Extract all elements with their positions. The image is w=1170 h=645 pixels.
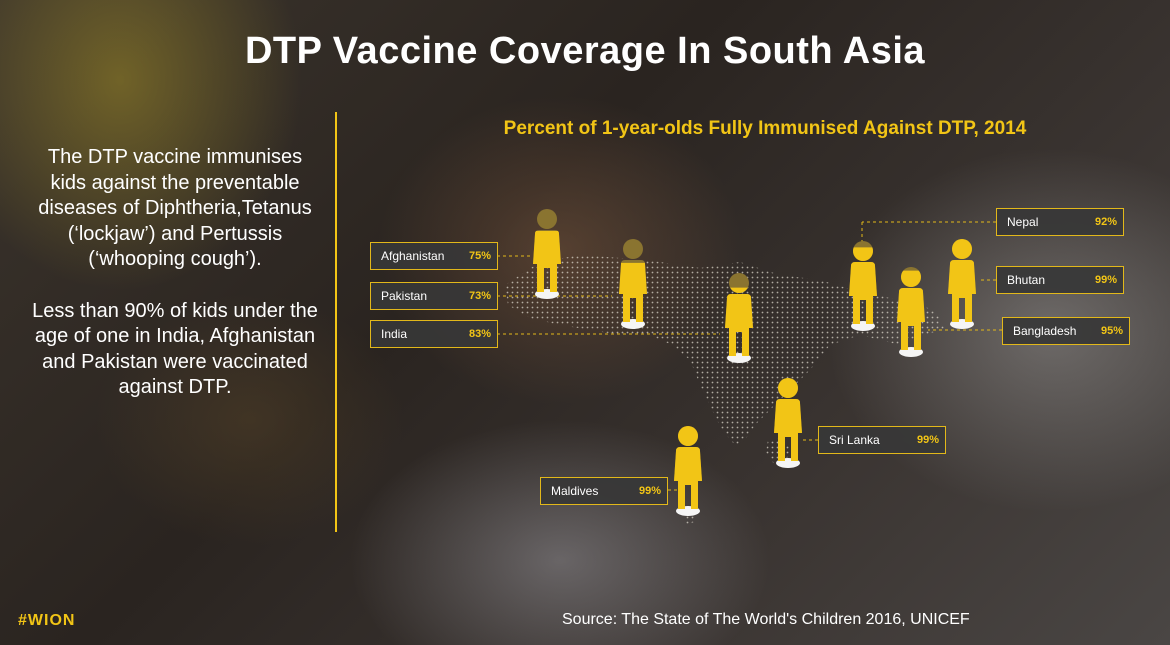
person-icon-maldives <box>674 426 702 516</box>
coverage-value: 83% <box>468 328 491 340</box>
coverage-value: 73% <box>468 290 491 302</box>
page-title: DTP Vaccine Coverage In South Asia <box>244 30 926 72</box>
person-icon-nepal <box>849 241 877 331</box>
coverage-value: 99% <box>1094 274 1117 286</box>
label-india: India 83% <box>370 320 498 348</box>
coverage-value: 92% <box>1094 216 1117 228</box>
coverage-value: 99% <box>916 434 939 446</box>
coverage-value: 99% <box>638 485 661 497</box>
person-icon-pakistan <box>619 239 647 329</box>
source-note: Source: The State of The World's Childre… <box>562 611 970 628</box>
person-icon-india <box>725 273 753 363</box>
label-sri-lanka: Sri Lanka 99% <box>818 426 946 454</box>
description-paragraph-1: The DTP vaccine immunises kids against t… <box>38 146 312 270</box>
country-name: Nepal <box>1007 215 1039 229</box>
label-bhutan: Bhutan 99% <box>996 266 1124 294</box>
leader-lines <box>497 221 1002 491</box>
country-name: Afghanistan <box>381 249 445 263</box>
label-pakistan: Pakistan 73% <box>370 282 498 310</box>
country-name: Bangladesh <box>1013 324 1077 338</box>
map-mainland <box>505 255 945 445</box>
label-bangladesh: Bangladesh 95% <box>1002 317 1130 345</box>
country-name: India <box>381 327 408 341</box>
coverage-value: 95% <box>1100 325 1123 337</box>
country-name: Pakistan <box>381 289 428 303</box>
person-icon-sri-lanka <box>774 378 802 468</box>
chart-title: Percent of 1-year-olds Fully Immunised A… <box>503 118 1027 139</box>
label-afghanistan: Afghanistan 75% <box>370 242 498 270</box>
description: The DTP vaccine immunises kids against t… <box>30 145 320 427</box>
person-icon-bhutan <box>948 239 976 329</box>
country-name: Maldives <box>551 484 599 498</box>
description-paragraph-2: Less than 90% of kids under the age of o… <box>32 299 318 399</box>
coverage-value: 75% <box>468 250 491 262</box>
country-name: Bhutan <box>1007 273 1046 287</box>
person-icon-afghanistan <box>533 209 561 299</box>
brand-tag: #WION <box>18 612 76 629</box>
divider <box>335 112 337 532</box>
label-maldives: Maldives 99% <box>540 477 668 505</box>
label-nepal: Nepal 92% <box>996 208 1124 236</box>
country-name: Sri Lanka <box>829 433 880 447</box>
person-icon-bangladesh <box>897 267 925 357</box>
